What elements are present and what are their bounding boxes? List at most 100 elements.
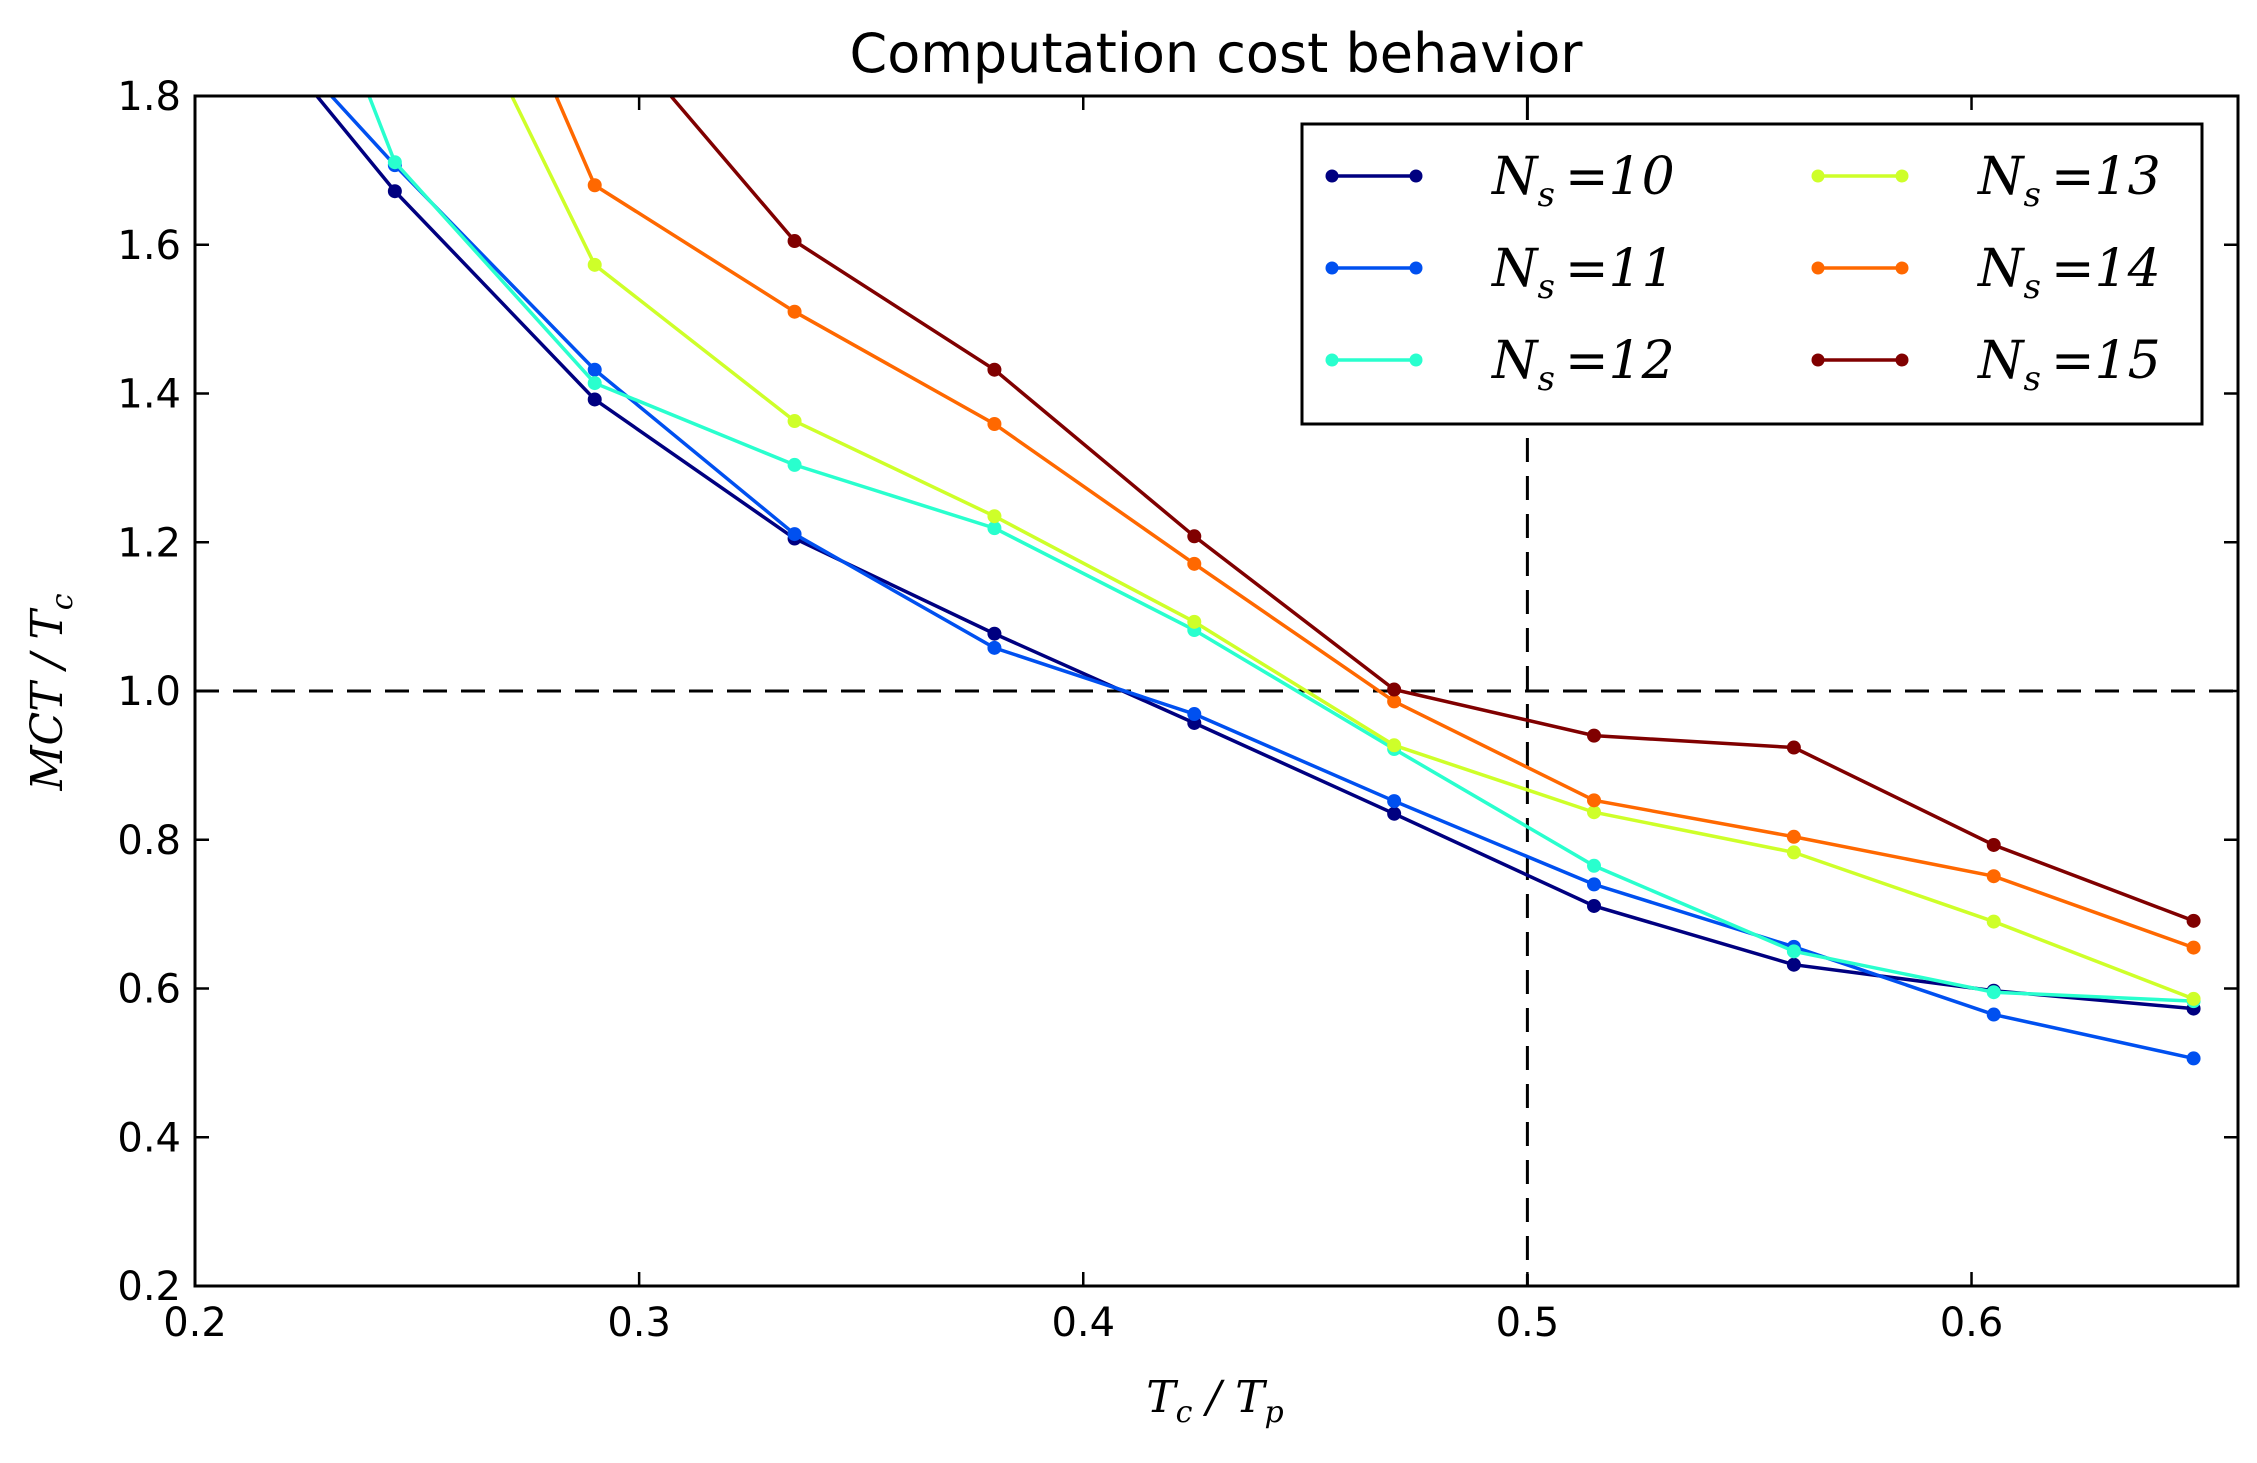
legend-marker [1895, 261, 1909, 275]
x-tick-label: 0.2 [163, 1300, 227, 1346]
y-tick-label: 0.8 [117, 818, 181, 864]
data-point [1587, 877, 1602, 892]
data-point [587, 178, 602, 193]
data-point [1387, 694, 1402, 709]
data-point [1986, 914, 2001, 929]
legend-marker [1325, 169, 1339, 183]
y-tick-label: 1.6 [117, 223, 181, 269]
data-point [1187, 614, 1202, 629]
data-point [1587, 728, 1602, 743]
legend-marker [1811, 169, 1825, 183]
legend-item: Ns =12 [1325, 331, 1675, 399]
data-point [1387, 738, 1402, 753]
data-point [1986, 1007, 2001, 1022]
data-point [787, 414, 802, 429]
legend-marker [1409, 353, 1423, 367]
y-tick-label: 1.8 [117, 74, 181, 120]
data-point [587, 362, 602, 377]
data-point [2186, 991, 2201, 1006]
x-label-denominator-sub: p [1265, 1395, 1284, 1430]
data-point [1587, 898, 1602, 913]
y-tick-label: 1.4 [117, 372, 181, 418]
data-point [987, 626, 1002, 641]
data-point [787, 457, 802, 472]
legend-label: Ns =10 [1490, 147, 1675, 215]
legend-marker [1811, 261, 1825, 275]
legend-marker [1895, 353, 1909, 367]
data-point [1786, 845, 1801, 860]
data-point [1387, 794, 1402, 809]
data-point [1187, 707, 1202, 722]
data-point [2186, 940, 2201, 955]
data-point [1986, 837, 2001, 852]
x-label-numerator: T [1146, 1372, 1179, 1423]
data-point [1786, 829, 1801, 844]
x-axis-label: Tc / Tp [1146, 1372, 1284, 1430]
x-axis: 0.2 0.3 0.4 0.5 0.6 [163, 96, 2003, 1346]
legend-item: Ns =14 [1811, 239, 2161, 307]
x-tick-label: 0.5 [1496, 1300, 1560, 1346]
data-point [1986, 869, 2001, 884]
x-tick-label: 0.6 [1940, 1300, 2004, 1346]
y-tick-label: 0.2 [117, 1264, 181, 1310]
legend-item: Ns =10 [1325, 147, 1675, 215]
data-point [987, 640, 1002, 655]
legend-label: Ns =12 [1490, 331, 1675, 399]
data-point [987, 521, 1002, 536]
data-point [987, 509, 1002, 524]
legend-item: Ns =11 [1325, 239, 1675, 307]
legend-item: Ns =15 [1811, 331, 2161, 399]
y-axis: 0.2 0.4 0.6 0.8 1.0 1.2 1.4 1.6 1.8 [117, 74, 2238, 1310]
legend-label: Ns =13 [1976, 147, 2161, 215]
y-tick-label: 0.4 [117, 1115, 181, 1161]
data-point [1786, 957, 1801, 972]
data-point [588, 0, 601, 13]
data-point [1387, 682, 1402, 697]
data-point [987, 416, 1002, 431]
data-point [387, 155, 402, 170]
data-point [1786, 740, 1801, 755]
legend-marker [1409, 169, 1423, 183]
legend: Ns =10 Ns =11 Ns =12 Ns =13 Ns =14 Ns =15 [1300, 122, 2204, 426]
data-point [1187, 556, 1202, 571]
x-tick-label: 0.4 [1051, 1300, 1115, 1346]
data-point [587, 257, 602, 272]
legend-marker [1409, 261, 1423, 275]
x-label-numerator-sub: c [1176, 1395, 1193, 1430]
chart-title: Computation cost behavior [850, 22, 1584, 85]
legend-label: Ns =11 [1490, 239, 1675, 307]
svg-text:Tc / Tp: Tc / Tp [1146, 1372, 1284, 1430]
data-point [2186, 913, 2201, 928]
data-point [1587, 793, 1602, 808]
data-point [787, 234, 802, 249]
legend-label: Ns =14 [1976, 239, 2161, 307]
legend-marker [1325, 261, 1339, 275]
y-tick-label: 1.0 [117, 669, 181, 715]
legend-box [1300, 122, 2204, 426]
legend-marker [1811, 353, 1825, 367]
legend-marker [1325, 353, 1339, 367]
data-point [1587, 805, 1602, 820]
data-point [387, 184, 402, 199]
legend-marker [1895, 169, 1909, 183]
data-point [1587, 858, 1602, 873]
data-point [1986, 985, 2001, 1000]
y-axis-label: MCT / Tc [22, 593, 80, 791]
legend-label: Ns =15 [1976, 331, 2161, 399]
y-tick-label: 0.6 [117, 967, 181, 1013]
legend-item: Ns =13 [1811, 147, 2161, 215]
data-point [1387, 806, 1402, 821]
data-point [587, 376, 602, 391]
data-point [787, 527, 802, 542]
data-point [2186, 1051, 2201, 1066]
data-point [1187, 529, 1202, 544]
data-point [787, 304, 802, 319]
data-point [987, 362, 1002, 377]
data-point [1786, 944, 1801, 959]
svg-text:MCT / Tc: MCT / Tc [22, 593, 80, 791]
x-tick-label: 0.3 [607, 1300, 671, 1346]
series-layer [314, 0, 2201, 1066]
y-tick-label: 1.2 [117, 520, 181, 566]
data-point [587, 392, 602, 407]
